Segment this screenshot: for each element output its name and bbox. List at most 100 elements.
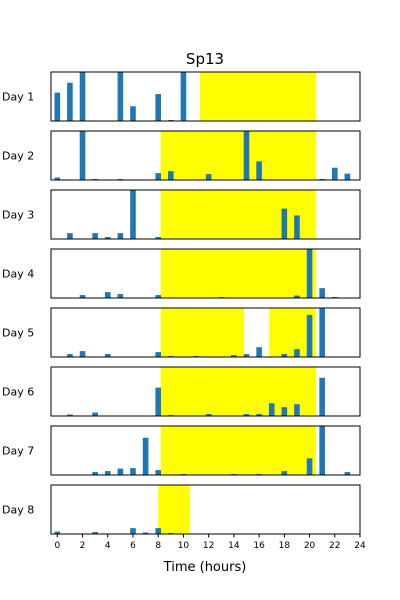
axes-frame [50, 71, 361, 122]
day-label: Day 1 [2, 91, 34, 104]
x-tick-label: 24 [354, 541, 366, 551]
day-label: Day 5 [2, 327, 34, 340]
bar [54, 92, 61, 121]
bar [155, 173, 162, 180]
bar [281, 471, 288, 475]
bar [319, 377, 325, 416]
bar [130, 190, 136, 239]
x-tick-label: 16 [253, 541, 265, 551]
bar [130, 106, 136, 121]
day-label: Day 6 [2, 386, 34, 399]
bar [117, 233, 124, 239]
highlight-span [158, 485, 190, 534]
bar [142, 532, 149, 534]
bar [243, 131, 250, 180]
bar [104, 292, 111, 298]
bar [142, 437, 149, 475]
bar [155, 237, 162, 239]
bar [256, 161, 262, 180]
highlight-span [160, 308, 244, 357]
bar [130, 468, 136, 475]
day-label: Day 7 [2, 445, 34, 458]
bar [104, 354, 111, 357]
day-label: Day 2 [2, 150, 34, 163]
bar [281, 407, 288, 416]
x-tick-label: 12 [203, 541, 214, 551]
x-tick-label: 2 [80, 541, 86, 551]
bar [92, 532, 98, 534]
bar [155, 295, 162, 298]
day-panel: Day 6 [2, 366, 361, 417]
x-tick-label: 8 [155, 541, 161, 551]
x-tick-label: 18 [279, 541, 291, 551]
bar [319, 288, 325, 298]
highlight-span [160, 249, 316, 298]
bar [155, 387, 162, 416]
bar [344, 173, 351, 180]
bar [319, 426, 325, 475]
bar [79, 351, 86, 357]
bar [281, 354, 288, 357]
bar [54, 177, 61, 180]
bar [117, 468, 124, 475]
bar [294, 404, 300, 416]
bar [104, 237, 111, 239]
bar [180, 72, 187, 121]
bar [243, 414, 250, 416]
bar [168, 171, 174, 180]
bar [67, 233, 73, 239]
bar [79, 295, 86, 298]
day-panel: Day 2 [2, 130, 361, 181]
axes-frame [50, 484, 361, 535]
bar [344, 472, 351, 475]
day-panels: Day 1 Day 2 Day 3 Day 4 Day 5 Day 6 Day 7 Day 8 [2, 71, 361, 535]
bar [67, 414, 73, 416]
bar [67, 354, 73, 357]
highlight-span [160, 367, 316, 416]
bar [294, 215, 300, 239]
day-panel: Day 1 [2, 71, 361, 122]
bar [294, 349, 300, 357]
x-tick-label: 14 [228, 541, 240, 551]
day-panel: Day 7 [2, 425, 361, 476]
highlight-span [199, 72, 316, 121]
bar [294, 295, 300, 298]
bar [306, 458, 313, 475]
bar [79, 72, 86, 121]
day-panel: Day 3 [2, 189, 361, 240]
bar [243, 354, 250, 357]
day-panel: Day 8 [2, 484, 361, 535]
x-tick-label: 4 [105, 541, 111, 551]
bar [155, 94, 162, 121]
highlight-span [160, 131, 316, 180]
bar [54, 531, 61, 534]
bar [130, 528, 136, 534]
bar [319, 308, 325, 357]
bar [331, 167, 338, 180]
bar [281, 208, 288, 239]
bar [92, 472, 98, 475]
highlight-span [160, 190, 316, 239]
x-tick-label: 6 [130, 541, 136, 551]
x-tick-label: 0 [54, 541, 60, 551]
bar [155, 352, 162, 357]
day-label: Day 4 [2, 268, 34, 281]
bar [231, 355, 237, 357]
x-tick-label: 22 [329, 541, 340, 551]
highlight-span [160, 426, 316, 475]
bar [306, 249, 313, 298]
axes-frame [50, 307, 361, 358]
bar [256, 414, 262, 416]
day-panel: Day 5 [2, 307, 361, 358]
bar [67, 82, 73, 121]
bar [205, 414, 212, 416]
bar [104, 471, 111, 475]
chart-title: Sp13 [186, 50, 224, 68]
x-tick-label: 20 [304, 541, 316, 551]
axes-frame [50, 248, 361, 299]
x-axis-ticks: 0 2 4 6 8 10 12 14 16 18 20 22 24 [54, 534, 366, 551]
bar [92, 412, 98, 416]
axes-frame [50, 366, 361, 417]
axes-frame [50, 425, 361, 476]
